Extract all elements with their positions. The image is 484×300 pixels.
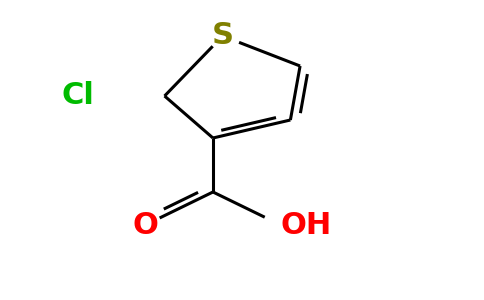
Text: Cl: Cl xyxy=(61,82,94,110)
Text: S: S xyxy=(212,22,234,50)
Text: OH: OH xyxy=(281,211,332,239)
Text: O: O xyxy=(132,211,158,239)
